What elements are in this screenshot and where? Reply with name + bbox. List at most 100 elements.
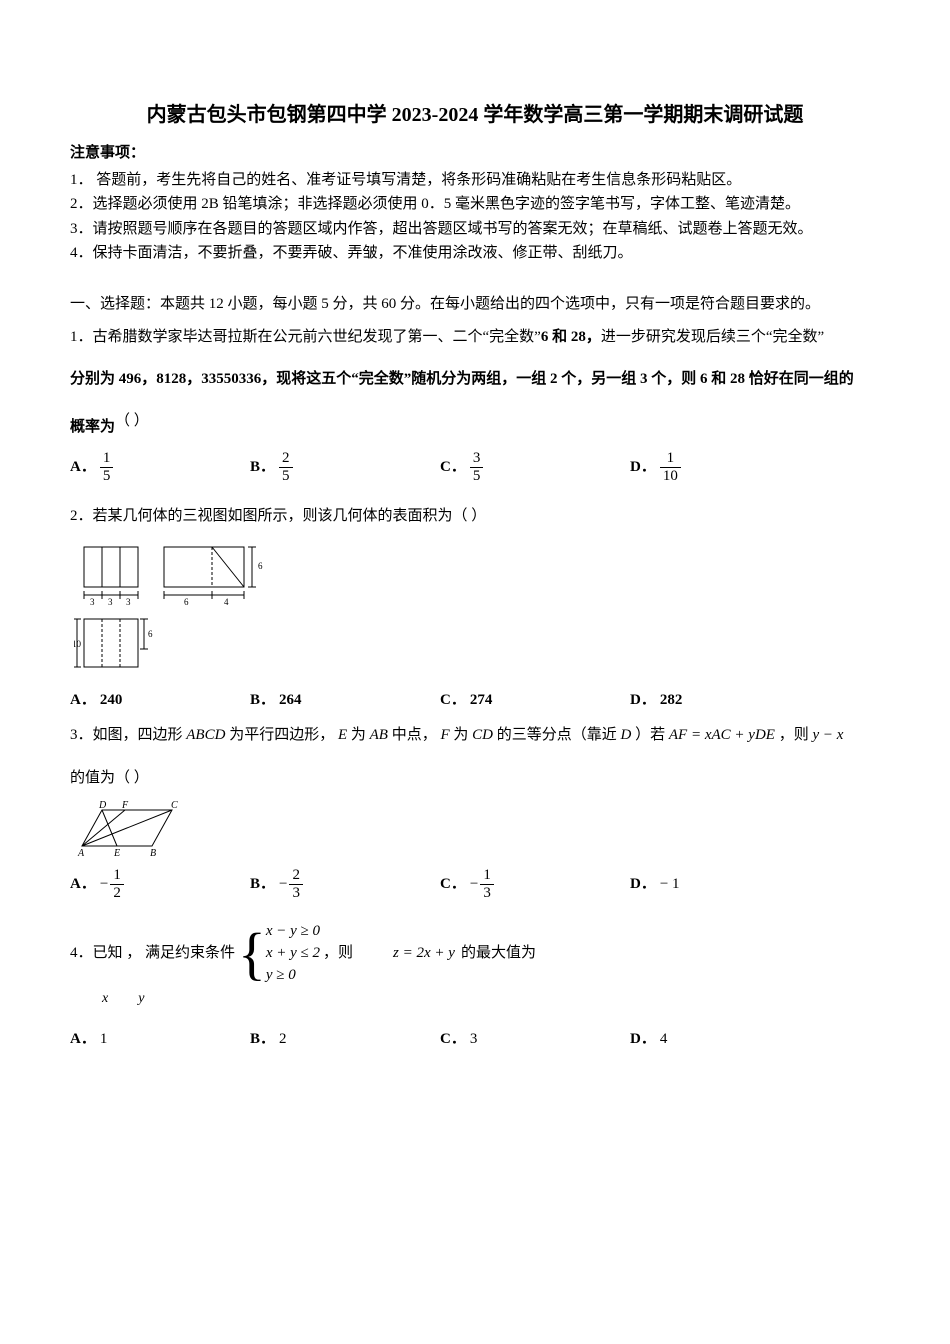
opt-label-b: B． bbox=[250, 1028, 275, 1051]
q1-a-num: 1 bbox=[100, 451, 114, 467]
q3-h: ，则 bbox=[779, 727, 809, 743]
q3-a-num: 1 bbox=[110, 868, 124, 884]
dim-h6b: 6 bbox=[148, 629, 153, 639]
opt-label-c: C． bbox=[440, 1028, 466, 1051]
opt-label-b: B． bbox=[250, 873, 275, 896]
q2-options: A． 240 B． 264 C． 274 D． 282 bbox=[70, 689, 880, 712]
q3-a-den: 2 bbox=[110, 884, 124, 901]
dim-4: 4 bbox=[224, 597, 229, 607]
q1-d-frac: 1 10 bbox=[660, 451, 681, 484]
notes-line-3: 3．请按照题号顺序在各题目的答题区域内作答，超出答题区域书写的答案无效；在草稿纸… bbox=[70, 218, 880, 241]
q2-opt-d: D． 282 bbox=[630, 689, 820, 712]
q2-b-val: 264 bbox=[279, 689, 302, 712]
q3-F: F bbox=[440, 727, 449, 743]
q4-stem-a: 4．已知 ， 满足约束条件 bbox=[70, 942, 235, 965]
q1-stem-part-a: 1．古希腊数学家毕达哥拉斯在公元前六世纪发现了第一、二个“完全数” bbox=[70, 329, 541, 345]
q1-c-frac: 3 5 bbox=[470, 451, 484, 484]
notes-line-2: 2．选择题必须使用 2B 铅笔填涂；非选择题必须使用 0．5 毫米黑色字迹的签字… bbox=[70, 193, 880, 216]
q4-z: z = 2x + y bbox=[393, 942, 455, 965]
q3-abcd: ABCD bbox=[186, 727, 225, 743]
q3-e: 为 bbox=[453, 727, 468, 743]
label-B: B bbox=[150, 848, 156, 858]
q2-c-val: 274 bbox=[470, 689, 493, 712]
q1-a-frac: 1 5 bbox=[100, 451, 114, 484]
notes-line-1: 1． 答题前，考生先将自己的姓名、准考证号填写清楚，将条形码准确粘贴在考生信息条… bbox=[70, 169, 880, 192]
q2-opt-b: B． 264 bbox=[250, 689, 440, 712]
q1-c-den: 5 bbox=[470, 467, 484, 484]
q4-d-val: 4 bbox=[660, 1028, 668, 1051]
q4-opt-d: D． 4 bbox=[630, 1028, 820, 1051]
q3-b-val: − 2 3 bbox=[279, 868, 303, 901]
brace-icon: { bbox=[238, 925, 266, 983]
dim-3b: 3 bbox=[108, 597, 113, 607]
q4-b-val: 2 bbox=[279, 1028, 287, 1051]
q1-opt-c: C． 3 5 bbox=[440, 451, 630, 484]
question-1: 1．古希腊数学家毕达哥拉斯在公元前六世纪发现了第一、二个“完全数”6 和 28，… bbox=[70, 323, 880, 352]
q4-sys-l1: x − y ≥ 0 bbox=[266, 921, 320, 943]
q3-options: A． − 1 2 B． − 2 3 C． − 1 3 D． bbox=[70, 868, 880, 901]
q1-d-den: 10 bbox=[660, 467, 681, 484]
threeview-svg: 3 3 3 6 4 6 10 6 bbox=[74, 539, 274, 679]
q1-opt-b: B． 2 5 bbox=[250, 451, 440, 484]
q1-d-num: 1 bbox=[664, 451, 678, 467]
opt-label-d: D． bbox=[630, 456, 656, 479]
opt-label-b: B． bbox=[250, 456, 275, 479]
opt-label-a: A． bbox=[70, 873, 96, 896]
q4-sys-l3: y ≥ 0 bbox=[266, 965, 320, 987]
q3-g: ）若 bbox=[635, 727, 665, 743]
dim-3a: 3 bbox=[90, 597, 95, 607]
q1-bold-1: 6 和 28， bbox=[541, 329, 601, 345]
q3-c-den: 3 bbox=[480, 884, 494, 901]
q4-opt-b: B． 2 bbox=[250, 1028, 440, 1051]
opt-label-c: C． bbox=[440, 689, 466, 712]
question-3-line2: 的值为（ ） bbox=[70, 764, 880, 793]
q3-opt-b: B． − 2 3 bbox=[250, 868, 440, 901]
q1-stem-part-c: 进一步研究发现后续三个“完全数” bbox=[601, 329, 824, 345]
question-1-line3: 概率为（ ） bbox=[70, 407, 880, 442]
q2-opt-a: A． 240 bbox=[70, 689, 250, 712]
opt-label-a: A． bbox=[70, 456, 96, 479]
q3-CD: CD bbox=[472, 727, 493, 743]
q4-options: A． 1 B． 2 C． 3 D． 4 bbox=[70, 1028, 880, 1051]
q1-line2-a: 分别为 496，8128，33550336， bbox=[70, 371, 276, 387]
notes-line-4: 4．保持卡面清洁，不要折叠，不要弄破、弄皱，不准使用涂改液、修正带、刮纸刀。 bbox=[70, 242, 880, 265]
q3-b-neg: − bbox=[279, 873, 287, 896]
question-1-line2: 分别为 496，8128，33550336，现将这五个“完全数”随机分为两组，一… bbox=[70, 360, 880, 399]
q1-a-den: 5 bbox=[100, 467, 114, 484]
dim-3c: 3 bbox=[126, 597, 131, 607]
question-2: 2．若某几何体的三视图如图所示，则该几何体的表面积为（ ） bbox=[70, 502, 880, 531]
dim-6: 6 bbox=[184, 597, 189, 607]
q3-figure-parallelogram: D F C A E B bbox=[74, 798, 880, 858]
q3-D: D bbox=[621, 727, 632, 743]
q4-brace-system: { x − y ≥ 0 x + y ≤ 2 y ≥ 0 bbox=[238, 921, 320, 986]
q1-c-num: 3 bbox=[470, 451, 484, 467]
q1-b-den: 5 bbox=[279, 467, 293, 484]
q3-eq: AF = xAC + yDE bbox=[669, 727, 775, 743]
dim-h10: 10 bbox=[74, 639, 82, 649]
q3-a: 3．如图，四边形 bbox=[70, 727, 183, 743]
q4-stem-b: ，则 bbox=[323, 942, 353, 965]
q2-d-val: 282 bbox=[660, 689, 683, 712]
question-4: 4．已知 ， 满足约束条件 { x − y ≥ 0 x + y ≤ 2 y ≥ … bbox=[70, 921, 880, 986]
q3-AB: AB bbox=[370, 727, 388, 743]
q3-d: 中点， bbox=[392, 727, 437, 743]
opt-label-c: C． bbox=[440, 456, 466, 479]
q3-opt-d: D． − 1 bbox=[630, 868, 820, 901]
parallelogram-svg: D F C A E B bbox=[74, 798, 184, 858]
q1-b-frac: 2 5 bbox=[279, 451, 293, 484]
opt-label-d: D． bbox=[630, 689, 656, 712]
dim-h6a: 6 bbox=[258, 561, 263, 571]
q3-c-neg: − bbox=[470, 873, 478, 896]
q4-c-val: 3 bbox=[470, 1028, 478, 1051]
label-F: F bbox=[121, 800, 129, 811]
q1-opt-d: D． 1 10 bbox=[630, 451, 820, 484]
q3-c: 为 bbox=[351, 727, 366, 743]
label-E: E bbox=[113, 848, 120, 858]
q4-sub-xy: x y bbox=[102, 988, 144, 1009]
opt-label-d: D． bbox=[630, 1028, 656, 1051]
q3-c-val: − 1 3 bbox=[470, 868, 494, 901]
q3-f: 的三等分点（靠近 bbox=[497, 727, 617, 743]
q3-b: 为平行四边形， bbox=[229, 727, 334, 743]
q4-a-val: 1 bbox=[100, 1028, 108, 1051]
label-A: A bbox=[77, 848, 85, 858]
